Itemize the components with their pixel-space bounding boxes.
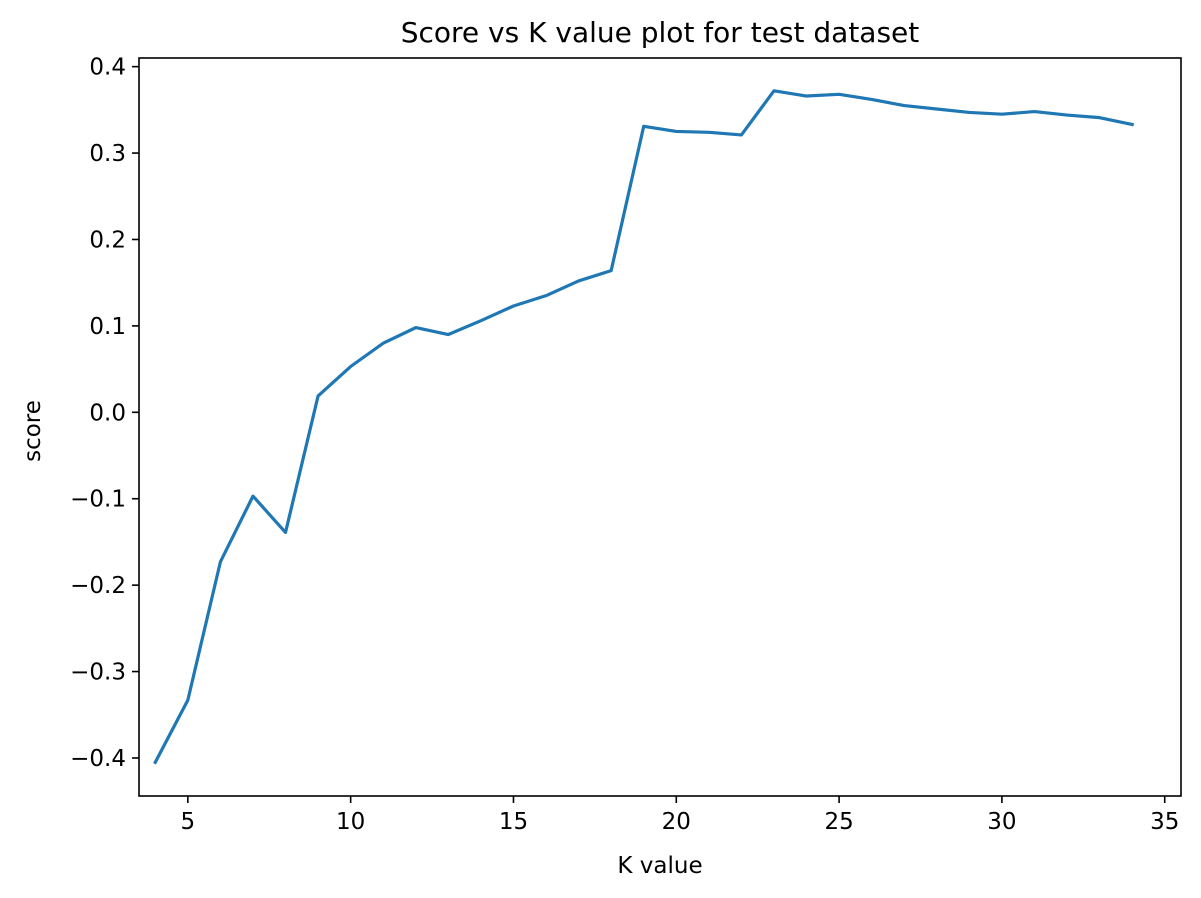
y-tick-label: −0.2 (70, 573, 126, 599)
y-axis-label: score (20, 400, 46, 462)
x-tick-label: 10 (336, 809, 365, 835)
x-tick-label: 5 (181, 809, 196, 835)
x-tick-label: 35 (1150, 809, 1179, 835)
x-axis: 5 10 15 20 25 30 35 (181, 796, 1179, 835)
chart-title: Score vs K value plot for test dataset (401, 16, 920, 49)
x-tick-label: 20 (662, 809, 691, 835)
series-line (153, 89, 1135, 765)
y-tick-label: 0.4 (89, 55, 126, 81)
x-axis-label: K value (617, 853, 702, 879)
y-tick-label: −0.4 (70, 746, 126, 772)
y-tick-label: 0.3 (89, 141, 126, 167)
y-tick-label: −0.1 (70, 487, 126, 513)
x-tick-label: 25 (824, 809, 853, 835)
y-tick-label: 0.1 (89, 314, 126, 340)
y-axis: −0.4 −0.3 −0.2 −0.1 0.0 0.1 0.2 0.3 0.4 (70, 55, 139, 772)
x-tick-label: 15 (499, 809, 528, 835)
x-tick-label: 30 (987, 809, 1016, 835)
y-tick-label: 0.2 (89, 227, 126, 253)
plot-frame (138, 57, 1182, 797)
y-tick-label: 0.0 (89, 400, 126, 426)
y-tick-label: −0.3 (70, 660, 126, 686)
